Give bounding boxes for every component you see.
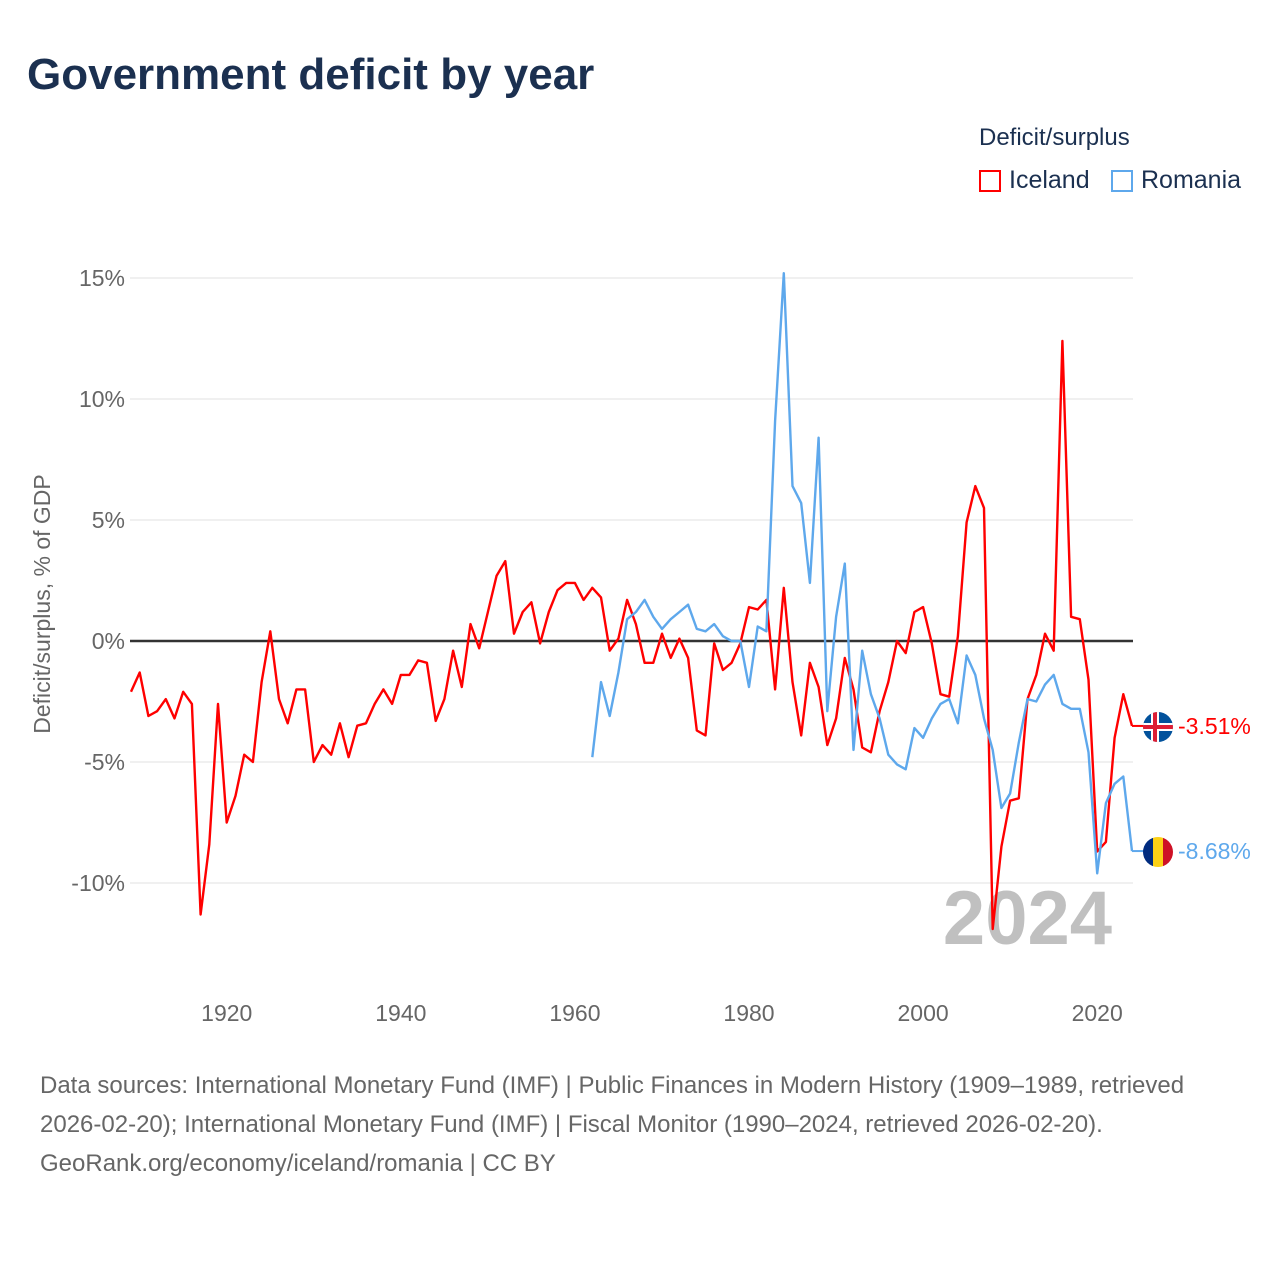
y-tick-label: 15% <box>79 265 125 291</box>
series-line-romania[interactable] <box>591 272 1134 875</box>
series-line-iceland[interactable] <box>129 339 1134 931</box>
y-tick-label: 0% <box>92 628 125 654</box>
y-tick-label: 5% <box>92 507 125 533</box>
x-tick-label: 1920 <box>201 1000 252 1026</box>
legend-swatch-iceland <box>979 169 1001 192</box>
iceland-end-label: -3.51% <box>1178 713 1251 739</box>
romania-end-label: -8.68% <box>1178 838 1251 864</box>
romania-flag-icon <box>1143 837 1173 867</box>
data-sources: Data sources: International Monetary Fun… <box>40 1072 1185 1138</box>
legend-swatch-romania <box>1111 169 1133 192</box>
chart-title: Government deficit by year <box>27 50 595 99</box>
y-axis-label: Deficit/surplus, % of GDP <box>29 474 55 733</box>
x-tick-label: 1940 <box>375 1000 426 1026</box>
y-tick-label: 10% <box>79 386 125 412</box>
year-watermark: 2024 <box>943 876 1112 961</box>
y-tick-label: -5% <box>84 749 125 775</box>
x-tick-label: 1960 <box>549 1000 600 1026</box>
x-tick-label: 1980 <box>723 1000 774 1026</box>
credit-link[interactable]: GeoRank.org/economy/iceland/romania | CC… <box>40 1150 556 1177</box>
x-tick-label: 2000 <box>898 1000 949 1026</box>
legend-item-romania[interactable]: Romania <box>1111 166 1241 195</box>
iceland-flag-icon <box>1143 712 1173 742</box>
legend-label-iceland: Iceland <box>1009 166 1090 194</box>
x-tick-label: 2020 <box>1072 1000 1123 1026</box>
line-chart: 15% 10% 5% 0% -5% -10% 1920 1940 1960 1980 2000 202… <box>29 265 1251 1026</box>
legend-label-romania: Romania <box>1141 166 1242 194</box>
y-tick-label: -10% <box>71 870 125 896</box>
footer: Data sources: International Monetary Fun… <box>40 1066 1240 1183</box>
legend-title: Deficit/surplus <box>979 124 1130 151</box>
legend-item-iceland[interactable]: Iceland <box>979 166 1090 195</box>
